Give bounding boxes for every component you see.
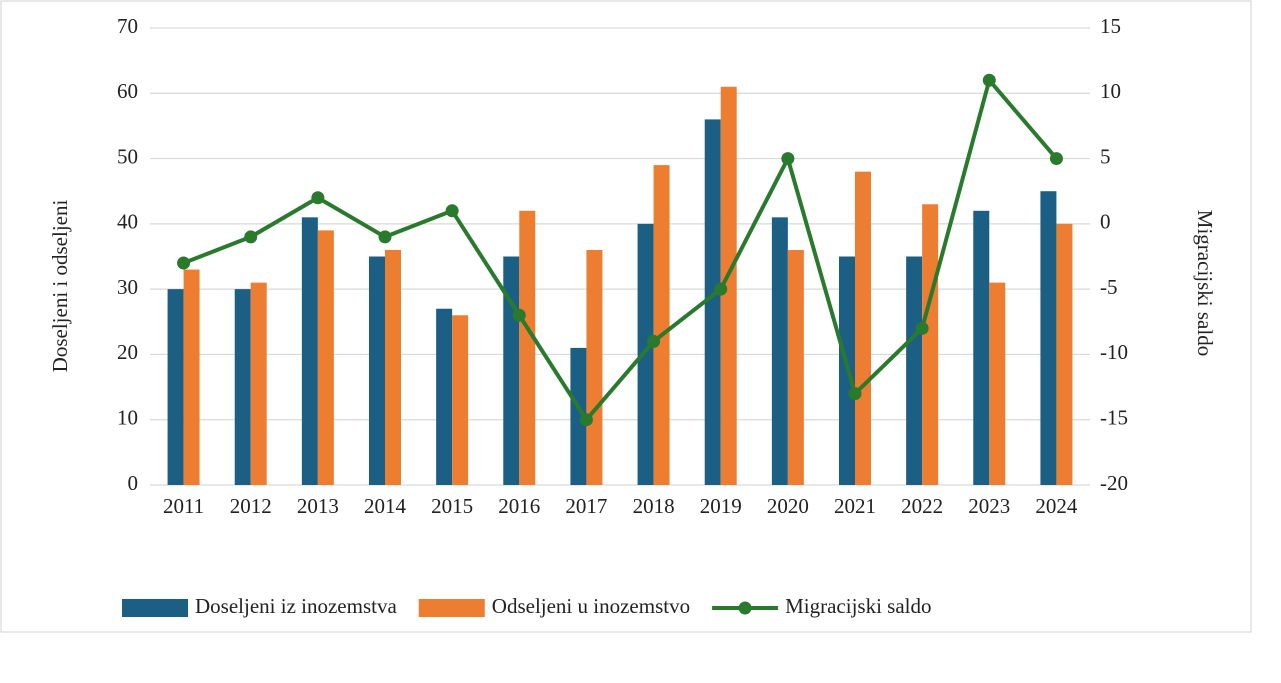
bar [250, 282, 267, 485]
line-marker [982, 73, 996, 87]
bar [167, 289, 184, 485]
legend-swatch [418, 599, 485, 617]
x-tick-label: 2021 [834, 494, 876, 518]
x-tick-label: 2011 [163, 494, 204, 518]
legend-label: Odseljeni u inozemstvo [492, 594, 690, 618]
bar [183, 269, 200, 485]
line-marker [445, 204, 459, 218]
bar [519, 210, 536, 486]
bar [369, 256, 385, 485]
line-marker [177, 256, 191, 270]
y2-tick-label: 15 [1100, 14, 1121, 38]
x-tick-label: 2016 [498, 494, 540, 518]
y-tick-label: 10 [117, 406, 138, 430]
bar [452, 315, 469, 485]
bar [922, 204, 939, 485]
y-tick-label: 20 [117, 340, 138, 364]
y2-tick-label: 5 [1100, 144, 1111, 168]
x-tick-label: 2013 [297, 494, 339, 518]
bar [637, 223, 654, 485]
line-marker [512, 308, 526, 322]
bar [653, 165, 670, 485]
y2-axis-label: Migracijski saldo [1193, 210, 1217, 356]
line-marker [915, 321, 929, 335]
bar [385, 249, 401, 485]
x-tick-label: 2022 [901, 494, 943, 518]
x-tick-label: 2017 [565, 494, 607, 518]
bar [436, 308, 453, 485]
line-marker [1049, 152, 1063, 166]
y-tick-label: 70 [117, 14, 138, 38]
line [182, 78, 1058, 422]
line-marker [579, 413, 593, 427]
bar [973, 210, 990, 486]
y2-tick-label: -5 [1100, 275, 1118, 299]
bar [234, 289, 251, 485]
bar [855, 171, 871, 485]
line-marker [378, 230, 392, 244]
bar [906, 256, 923, 485]
x-tick-label: 2015 [431, 494, 473, 518]
line-marker [244, 230, 258, 244]
legend-swatch-marker [738, 601, 752, 615]
y-tick-label: 40 [117, 210, 138, 234]
x-tick-label: 2024 [1035, 494, 1078, 518]
y2-tick-label: 0 [1100, 210, 1111, 234]
y-tick-label: 0 [128, 471, 139, 495]
bar [1040, 191, 1057, 485]
y2-tick-label: -20 [1100, 471, 1128, 495]
y2-tick-label: -10 [1100, 340, 1128, 364]
bar [771, 217, 788, 486]
y2-tick-label: -15 [1100, 406, 1128, 430]
line-marker [848, 387, 862, 401]
bar [301, 217, 318, 486]
x-tick-label: 2020 [767, 494, 809, 518]
bar [570, 347, 587, 485]
y2-tick-label: 10 [1100, 79, 1121, 103]
x-tick-label: 2014 [364, 494, 407, 518]
line-marker [781, 152, 795, 166]
bar [586, 249, 603, 485]
bar [704, 119, 721, 486]
legend-swatch [122, 599, 188, 617]
legend-label: Doseljeni iz inozemstva [195, 594, 397, 618]
x-tick-label: 2019 [700, 494, 742, 518]
bar [317, 230, 334, 485]
x-tick-label: 2023 [968, 494, 1010, 518]
y-tick-label: 50 [117, 144, 138, 168]
legend-label: Migracijski saldo [785, 594, 931, 618]
y-tick-label: 60 [117, 79, 138, 103]
y-tick-label: 30 [117, 275, 138, 299]
line-marker [714, 282, 728, 296]
bar [1056, 223, 1073, 485]
bar [720, 86, 737, 485]
line-marker [647, 334, 661, 348]
y-axis-label: Doseljeni i odseljeni [48, 200, 72, 373]
bar [989, 282, 1006, 485]
x-tick-label: 2012 [230, 494, 272, 518]
line-marker [311, 191, 325, 205]
x-tick-label: 2018 [633, 494, 675, 518]
bar [787, 249, 804, 485]
